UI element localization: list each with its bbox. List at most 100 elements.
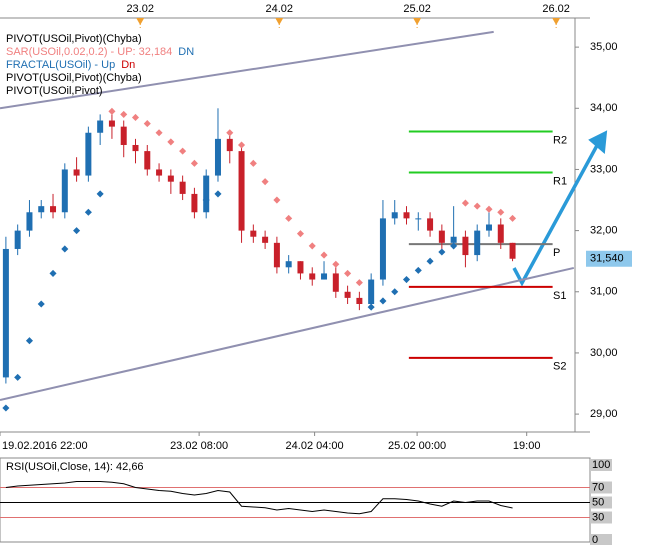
- candle-body: [321, 273, 328, 280]
- sar-dot: [84, 208, 92, 216]
- sar-dot: [273, 196, 281, 204]
- sar-dot: [108, 107, 116, 115]
- candle-body: [167, 175, 174, 182]
- sar-dot: [238, 141, 246, 149]
- legend-text: PIVOT(USOil,Pivot): [6, 85, 103, 97]
- candle-body: [297, 261, 304, 274]
- legend-text: FRACTAL(USOil) - Up: [6, 59, 115, 71]
- rsi-tick-label: 0: [592, 534, 598, 545]
- legend-extra: Dn: [121, 59, 135, 71]
- sar-dot: [497, 208, 505, 216]
- candle-body: [415, 218, 422, 220]
- candle-body: [285, 261, 292, 268]
- candle-body: [214, 138, 221, 176]
- sar-dot: [426, 257, 434, 265]
- rsi-tick-box: [590, 459, 612, 471]
- pivot-label: R1: [553, 175, 567, 187]
- candle-body: [403, 212, 410, 219]
- candle-body: [85, 132, 92, 176]
- date-label: 25.02: [403, 3, 431, 15]
- sar-dot: [285, 214, 293, 222]
- candle-body: [144, 151, 151, 170]
- candle-body: [97, 120, 104, 133]
- sar-dot: [461, 199, 469, 207]
- rsi-tick-label: 100: [592, 459, 610, 471]
- x-tick-label: 23.02 08:00: [170, 440, 228, 452]
- projection-arrow: [512, 139, 602, 287]
- sar-dot: [179, 147, 187, 155]
- candle-body: [262, 236, 269, 243]
- pivot-label: S1: [553, 290, 566, 302]
- sar-dot: [344, 269, 352, 277]
- date-label: 24.02: [265, 3, 293, 15]
- candle-body: [226, 138, 233, 152]
- candle-body: [50, 206, 57, 213]
- sar-dot: [25, 337, 33, 345]
- candle-body: [332, 273, 339, 292]
- candle-body: [438, 230, 445, 243]
- x-tick-label: 19.02.2016 22:00: [2, 440, 88, 452]
- y-tick-label: 35,00: [590, 41, 618, 53]
- candle-body: [38, 206, 45, 213]
- candle-body: [309, 273, 316, 280]
- candle-body: [61, 169, 68, 213]
- sar-dot: [96, 190, 104, 198]
- candle-body: [379, 218, 386, 280]
- sar-dot: [308, 242, 316, 250]
- sar-dot: [61, 245, 69, 253]
- candle-body: [191, 193, 198, 213]
- candle-body: [203, 175, 210, 213]
- date-label: 23.02: [126, 3, 154, 15]
- sar-dot: [485, 205, 493, 213]
- last-price-label: 31,540: [590, 253, 624, 265]
- candle-body: [250, 230, 257, 237]
- sar-dot: [2, 404, 10, 412]
- candle-body: [108, 120, 115, 127]
- sar-dot: [37, 300, 45, 308]
- sar-dot: [261, 178, 269, 186]
- candle-body: [73, 169, 80, 176]
- candle-body: [497, 224, 504, 243]
- candle-body: [485, 224, 492, 231]
- sar-dot: [120, 110, 128, 118]
- y-tick-label: 30,00: [590, 347, 618, 359]
- legend-entry: FRACTAL(USOil) - Up Dn: [6, 59, 135, 71]
- candle-body: [368, 279, 375, 305]
- candle-body: [238, 151, 245, 231]
- sar-dot: [14, 373, 22, 381]
- candle-body: [356, 297, 363, 305]
- sar-dot: [249, 159, 257, 167]
- candle-body: [273, 242, 280, 268]
- rsi-tick-label: 50: [592, 496, 604, 508]
- legend-text: PIVOT(USOil,Pivot)(Chyba): [6, 33, 142, 45]
- legend-text: SAR(USOil,0.02,0.2) - UP: 32,184: [6, 46, 172, 58]
- legend-text: PIVOT(USOil,Pivot)(Chyba): [6, 72, 142, 84]
- rsi-line: [5, 481, 513, 515]
- pivot-label: P: [553, 247, 560, 259]
- legend-extra: DN: [178, 46, 194, 58]
- legend-entry: PIVOT(USOil,Pivot): [6, 85, 103, 97]
- y-tick-label: 34,00: [590, 102, 618, 114]
- sar-dot: [296, 230, 304, 238]
- trendline: [0, 266, 575, 402]
- sar-dot: [131, 113, 140, 121]
- pivot-label: R2: [553, 134, 567, 146]
- y-tick-label: 32,00: [590, 225, 618, 237]
- rsi-tick-label: 70: [592, 481, 604, 493]
- arrow-head: [588, 130, 608, 155]
- sar-dot: [332, 260, 340, 268]
- sar-dot: [367, 303, 375, 311]
- rsi-tick-box: [590, 511, 612, 524]
- sar-dot: [143, 120, 151, 128]
- candle-body: [462, 236, 469, 256]
- x-tick-label: 24.02 04:00: [286, 440, 344, 452]
- trendline: [0, 30, 494, 110]
- sar-dot: [320, 251, 328, 259]
- sar-dot: [391, 288, 399, 296]
- last-price-box: [586, 250, 632, 267]
- sar-dot: [190, 159, 198, 167]
- sar-dot: [214, 190, 222, 198]
- legend-entry: PIVOT(USOil,Pivot)(Chyba): [6, 72, 142, 84]
- candle-body: [2, 248, 9, 378]
